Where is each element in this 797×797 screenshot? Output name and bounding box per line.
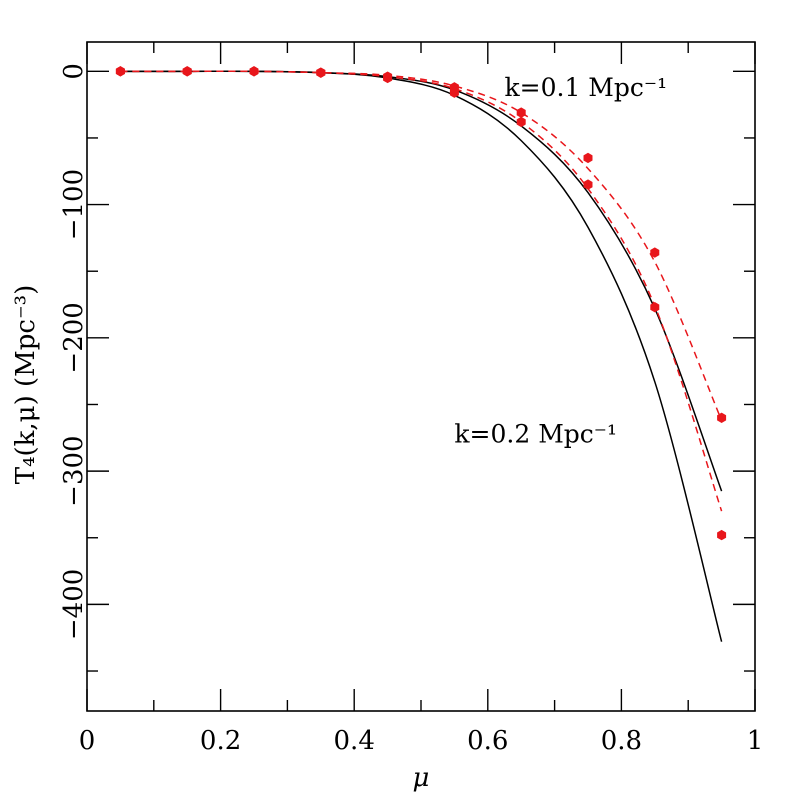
series-layer [115,66,727,642]
chart-annotation: k=0.1 Mpc⁻¹ [505,73,668,102]
solid-series-line [120,70,723,492]
y-tick-label: −200 [59,302,89,373]
chart-annotation: k=0.2 Mpc⁻¹ [454,419,617,448]
x-tick-label: 0 [79,726,96,756]
dashed-series-line [120,70,723,421]
dashed-series-line [120,70,723,512]
data-point-marker [249,66,259,77]
data-point-marker [316,67,326,78]
y-tick-label: −400 [59,569,89,640]
data-point-marker [516,107,526,118]
data-point-marker [717,529,727,541]
y-tick-label: −300 [59,435,89,506]
data-point-marker [583,179,593,190]
labels-layer: 0 0.2 0.4 0.6 0.8 1 0 −100 −200 −300 −400 k=0.1 Mpc… [59,63,763,756]
x-tick-label: 0.2 [200,726,241,756]
y-axis-label: T₄(k,μ) (Mpc⁻³) [11,285,41,485]
x-tick-label: 0.4 [334,726,375,756]
data-point-marker [650,302,660,313]
data-point-marker [115,66,125,77]
data-point-marker [717,412,727,424]
data-point-marker [383,72,393,84]
data-point-marker [516,116,526,128]
ticks-layer [86,42,756,711]
y-tick-label: 0 [59,63,89,80]
y-tick-label: −100 [59,169,89,240]
data-point-marker [449,87,459,98]
x-tick-label: 0.8 [601,726,642,756]
data-point-marker [583,152,593,164]
solid-series-line [120,70,723,642]
data-point-marker [650,247,660,258]
data-point-marker [182,66,192,77]
x-tick-label: 1 [747,726,764,756]
x-tick-label: 0.6 [467,726,508,756]
plot-frame [86,41,756,712]
x-axis-label: μ [413,763,430,793]
